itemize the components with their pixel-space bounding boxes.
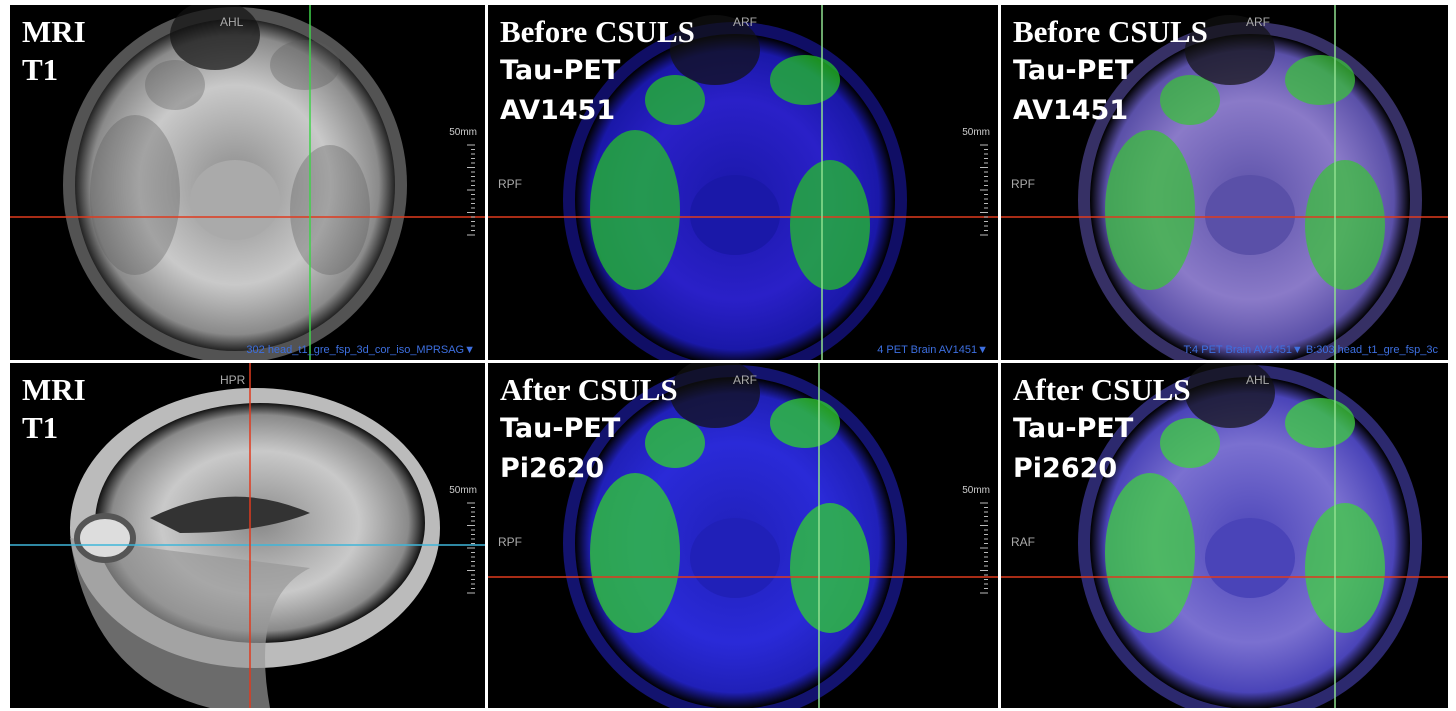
scale-label: 50mm <box>962 127 990 138</box>
uptake-region <box>1160 418 1220 468</box>
brainstem <box>690 518 780 598</box>
viewer-panel: 50mm MRI T1 HPR <box>10 363 485 708</box>
panel-label: MRI T1 <box>22 371 86 447</box>
label-line: T1 <box>22 52 59 87</box>
ventricle <box>150 496 310 533</box>
scale-label: 50mm <box>449 485 477 496</box>
panel-label: After CSULS Tau-PET Pi2620 <box>1013 371 1191 489</box>
tracer-label: Tau-PET AV1451 <box>500 51 695 131</box>
scan-image <box>488 363 998 708</box>
orientation-label: ARF <box>733 15 757 29</box>
label-line: Pi2620 <box>1013 453 1118 484</box>
viewer-panel: 50mm After CSULS Tau-PET Pi2620 ARF RPF <box>488 363 998 708</box>
side-label: RPF <box>498 177 522 191</box>
label-line: After CSULS <box>1013 372 1191 407</box>
tracer-label: Tau-PET Pi2620 <box>1013 409 1191 489</box>
uptake-region <box>770 55 840 105</box>
side-label: RAF <box>1011 535 1035 549</box>
uptake-region <box>1105 473 1195 633</box>
brainstem <box>1205 518 1295 598</box>
series-label: 4 PET Brain AV1451▼ <box>877 344 988 356</box>
uptake-region <box>590 473 680 633</box>
orientation-label: AHL <box>220 15 244 29</box>
series-label: T:4 PET Brain AV1451▼ B:303 head_t1_gre_… <box>1183 344 1439 356</box>
sinus <box>670 15 760 85</box>
label-line: AV1451 <box>500 95 616 126</box>
label-line: AV1451 <box>1013 95 1129 126</box>
viewer-panel: 50mm MRI T1 AHL 302 head_t1_gre_fsp_3d_cor_i… <box>10 5 485 360</box>
label-line: After CSULS <box>500 372 678 407</box>
orientation-label: AHL <box>1246 373 1270 387</box>
panel-label: Before CSULS Tau-PET AV1451 <box>1013 13 1208 131</box>
series-label: 302 head_t1_gre_fsp_3d_cor_iso_MPRSAG▼ <box>246 344 475 356</box>
panel-label: After CSULS Tau-PET Pi2620 <box>500 371 678 489</box>
uptake-region <box>90 115 180 275</box>
scale-label: 50mm <box>449 127 477 138</box>
orientation-label: ARF <box>733 373 757 387</box>
label-line: Tau-PET <box>1013 413 1134 444</box>
uptake-region <box>590 130 680 290</box>
label-line: T1 <box>22 410 59 445</box>
orientation-label: HPR <box>220 373 246 387</box>
scan-image <box>1001 363 1448 708</box>
viewer-panel: 50mm Before CSULS Tau-PET AV1451 ARF RPF 4 PET… <box>488 5 998 360</box>
uptake-region <box>770 398 840 448</box>
sinus <box>1185 363 1275 428</box>
viewer-panel: Before CSULS Tau-PET AV1451 ARF RPF T:4 PET B… <box>1001 5 1448 360</box>
viewer-panel: After CSULS Tau-PET Pi2620 AHL RAF <box>1001 363 1448 708</box>
uptake-region <box>145 60 205 110</box>
label-line: Tau-PET <box>500 55 621 86</box>
label-line: Tau-PET <box>500 413 621 444</box>
side-label: RPF <box>498 535 522 549</box>
sinus <box>670 363 760 428</box>
scale-label: 50mm <box>962 485 990 496</box>
uptake-region <box>1305 160 1385 290</box>
sinus <box>1185 15 1275 85</box>
label-line: MRI <box>22 372 86 407</box>
tracer-label: Tau-PET AV1451 <box>1013 51 1208 131</box>
label-line: Pi2620 <box>500 453 605 484</box>
uptake-region <box>1285 398 1355 448</box>
uptake-region <box>1105 130 1195 290</box>
brainstem <box>190 160 280 240</box>
label-line: Before CSULS <box>500 14 695 49</box>
label-line: Tau-PET <box>1013 55 1134 86</box>
uptake-region <box>645 75 705 125</box>
panel-label: MRI T1 <box>22 13 86 89</box>
uptake-region <box>790 160 870 290</box>
sinus <box>170 5 260 70</box>
scan-image <box>488 5 998 360</box>
orientation-label: ARF <box>1246 15 1270 29</box>
eye <box>74 513 136 563</box>
brainstem <box>690 175 780 255</box>
brainstem <box>1205 175 1295 255</box>
uptake-region <box>1305 503 1385 633</box>
scan-image <box>1001 5 1448 360</box>
uptake-region <box>290 145 370 275</box>
uptake-region <box>645 418 705 468</box>
label-line: Before CSULS <box>1013 14 1208 49</box>
scan-image <box>10 5 485 360</box>
label-line: MRI <box>22 14 86 49</box>
uptake-region <box>1160 75 1220 125</box>
uptake-region <box>1285 55 1355 105</box>
scan-image <box>10 363 485 708</box>
tracer-label: Tau-PET Pi2620 <box>500 409 678 489</box>
uptake-region <box>270 40 340 90</box>
uptake-region <box>790 503 870 633</box>
panel-label: Before CSULS Tau-PET AV1451 <box>500 13 695 131</box>
side-label: RPF <box>1011 177 1035 191</box>
